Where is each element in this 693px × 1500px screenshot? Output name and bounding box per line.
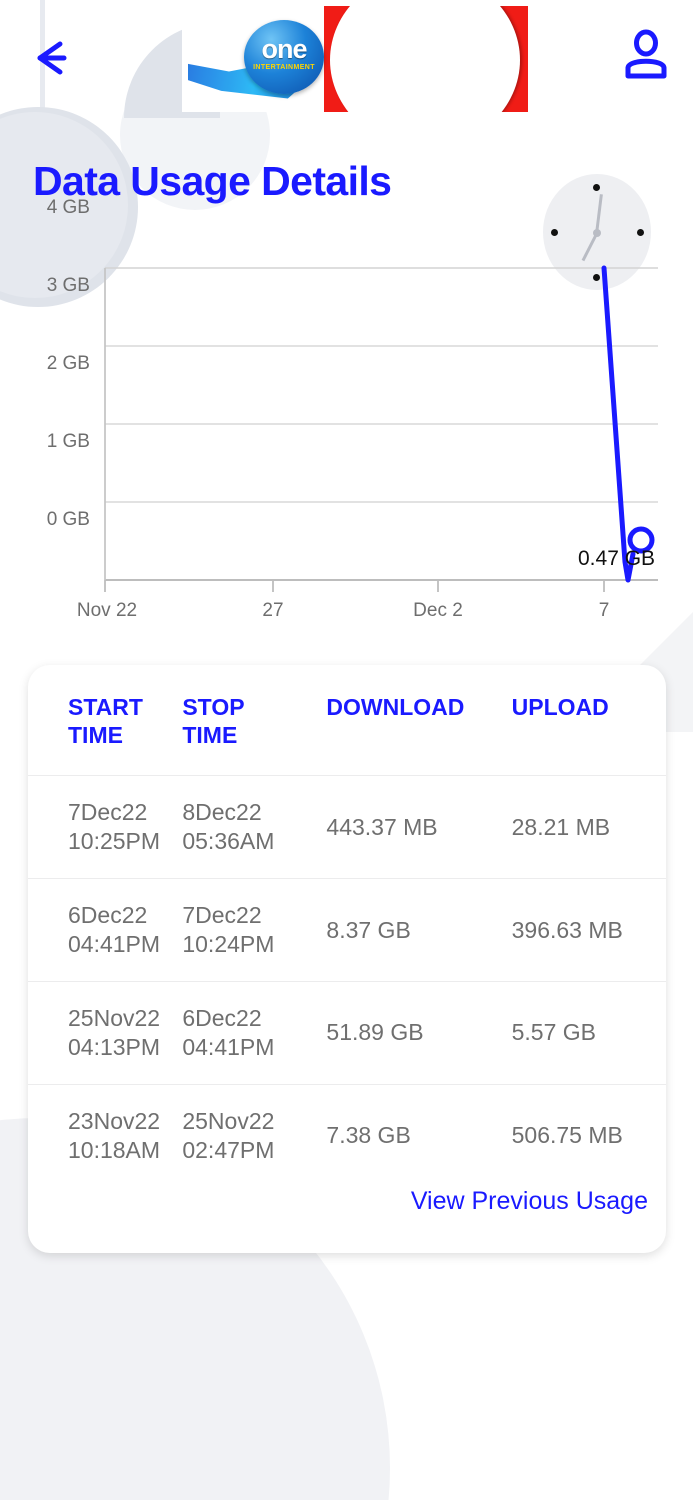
cell-start-time: 7Dec22 10:25PM bbox=[28, 775, 183, 879]
clock-icon bbox=[543, 174, 651, 290]
account-button[interactable] bbox=[621, 28, 671, 80]
column-header-start-time-line1: START bbox=[68, 694, 143, 720]
ylabel-3gb: 3 GB bbox=[46, 275, 90, 296]
column-header-stop-time[interactable]: STOP TIME bbox=[182, 665, 326, 776]
cell-upload: 5.57 GB bbox=[511, 980, 666, 1085]
column-header-download[interactable]: DOWNLOAD bbox=[326, 665, 511, 776]
start-date: 25Nov22 bbox=[68, 1004, 161, 1031]
one-logo-text: one bbox=[261, 34, 307, 64]
cell-upload: 506.75 MB bbox=[511, 1083, 666, 1187]
clock-dot-6 bbox=[593, 274, 600, 281]
usage-table-body: 7Dec22 10:25PM 8Dec22 05:36AM 443.37 MB … bbox=[28, 775, 666, 1187]
start-date: 6Dec22 bbox=[68, 902, 148, 929]
ylabel-2gb: 2 GB bbox=[46, 353, 90, 374]
stop-time: 10:24PM bbox=[182, 931, 275, 957]
iaxn-wordmark: iaxn bbox=[376, 27, 445, 68]
cell-download: 7.38 GB bbox=[326, 1083, 512, 1187]
stop-date: 6Dec22 bbox=[182, 1004, 262, 1031]
column-header-upload-label: UPLOAD bbox=[511, 694, 609, 720]
page-title: Data Usage Details bbox=[33, 158, 392, 204]
view-previous-usage-link[interactable]: View Previous Usage bbox=[410, 1187, 648, 1215]
start-time: 10:25PM bbox=[68, 828, 161, 855]
stop-time: 04:41PM bbox=[182, 1033, 275, 1060]
xlabel-7: 7 bbox=[598, 600, 610, 621]
stop-date: 8Dec22 bbox=[182, 799, 262, 826]
stop-time: 02:47PM bbox=[182, 1136, 275, 1163]
ylabel-0gb: 0 GB bbox=[46, 509, 90, 530]
start-time: 04:41PM bbox=[68, 931, 161, 957]
one-entertainment-logo: one INTERTAINMENT bbox=[244, 20, 324, 94]
chart-plot bbox=[104, 265, 658, 592]
cell-upload: 396.63 MB bbox=[511, 878, 666, 982]
cell-stop-time: 7Dec22 10:24PM bbox=[182, 878, 327, 982]
cell-stop-time: 6Dec22 04:41PM bbox=[182, 980, 327, 1085]
column-header-upload[interactable]: UPLOAD bbox=[512, 665, 666, 776]
brand-banner: one INTERTAINMENT iaxn Connecting Digito… bbox=[182, 6, 528, 112]
start-date: 7Dec22 bbox=[68, 799, 148, 826]
xlabel-dec2: Dec 2 bbox=[413, 600, 463, 621]
wifi-icon bbox=[339, 37, 371, 63]
cell-stop-time: 25Nov22 02:47PM bbox=[182, 1083, 327, 1187]
table-row[interactable]: 7Dec22 10:25PM 8Dec22 05:36AM 443.37 MB … bbox=[28, 775, 666, 879]
one-logo-sphere bbox=[244, 20, 324, 94]
stop-date: 7Dec22 bbox=[182, 902, 262, 929]
one-logo-subtitle: INTERTAINMENT bbox=[253, 64, 315, 71]
start-date: 23Nov22 bbox=[68, 1107, 161, 1134]
data-point-marker bbox=[627, 526, 655, 554]
column-header-download-label: DOWNLOAD bbox=[326, 694, 465, 720]
usage-table-head: START TIME STOP TIME DOWNLOAD UPLOAD bbox=[28, 665, 666, 776]
cell-start-time: 6Dec22 04:41PM bbox=[28, 878, 183, 982]
ylabel-1gb: 1 GB bbox=[46, 431, 90, 452]
table-row[interactable]: 25Nov22 04:13PM 6Dec22 04:41PM 51.89 GB … bbox=[28, 980, 666, 1085]
clock-dot-12 bbox=[593, 184, 600, 191]
clock-dot-3 bbox=[637, 229, 644, 236]
back-arrow-icon bbox=[37, 41, 67, 75]
usage-table: START TIME STOP TIME DOWNLOAD UPLOAD bbox=[28, 665, 666, 1187]
xlabel-27: 27 bbox=[262, 600, 284, 621]
ylabel-4gb: 4 GB bbox=[46, 197, 90, 218]
iaxn-tagline: Connecting Digitolly bbox=[378, 68, 496, 82]
column-header-start-time-line2: TIME bbox=[68, 722, 123, 749]
column-header-start-time[interactable]: START TIME bbox=[28, 665, 182, 776]
cell-download: 443.37 MB bbox=[326, 775, 512, 879]
clock-dot-9 bbox=[551, 229, 558, 236]
usage-table-card: START TIME STOP TIME DOWNLOAD UPLOAD bbox=[28, 665, 666, 1253]
cell-download: 8.37 GB bbox=[326, 878, 512, 982]
stop-date: 25Nov22 bbox=[182, 1107, 275, 1134]
column-header-stop-time-line1: STOP bbox=[182, 694, 245, 720]
cell-upload: 28.21 MB bbox=[511, 775, 666, 879]
stop-time: 05:36AM bbox=[182, 828, 275, 855]
start-time: 04:13PM bbox=[68, 1033, 161, 1060]
table-row[interactable]: 23Nov22 10:18AM 25Nov22 02:47PM 7.38 GB … bbox=[28, 1083, 666, 1187]
data-line-series bbox=[601, 265, 636, 583]
cell-start-time: 25Nov22 04:13PM bbox=[28, 980, 183, 1085]
data-usage-chart: 0 GB 1 GB 2 GB 3 GB 4 GB Nov 22 27 Dec 2… bbox=[0, 174, 693, 634]
banner-swoosh bbox=[330, 6, 520, 112]
back-button[interactable] bbox=[30, 36, 76, 80]
cell-stop-time: 8Dec22 05:36AM bbox=[182, 775, 327, 879]
start-time: 10:18AM bbox=[68, 1136, 161, 1163]
column-header-stop-time-line2: TIME bbox=[182, 722, 238, 749]
xlabel-nov22: Nov 22 bbox=[76, 600, 138, 621]
account-person-icon bbox=[625, 29, 667, 79]
iaxn-logo: iaxn Connecting Digitolly bbox=[334, 28, 520, 90]
cell-download: 51.89 GB bbox=[326, 980, 512, 1085]
app-header: one INTERTAINMENT iaxn Connecting Digito… bbox=[0, 0, 693, 118]
data-point-label: 0.47 GB bbox=[578, 547, 656, 570]
clock-center bbox=[593, 229, 601, 237]
table-header-row: START TIME STOP TIME DOWNLOAD UPLOAD bbox=[28, 665, 666, 776]
view-previous-usage-row: View Previous Usage bbox=[28, 1167, 666, 1253]
cell-start-time: 23Nov22 10:18AM bbox=[28, 1083, 183, 1187]
table-row[interactable]: 6Dec22 04:41PM 7Dec22 10:24PM 8.37 GB 39… bbox=[28, 878, 666, 982]
